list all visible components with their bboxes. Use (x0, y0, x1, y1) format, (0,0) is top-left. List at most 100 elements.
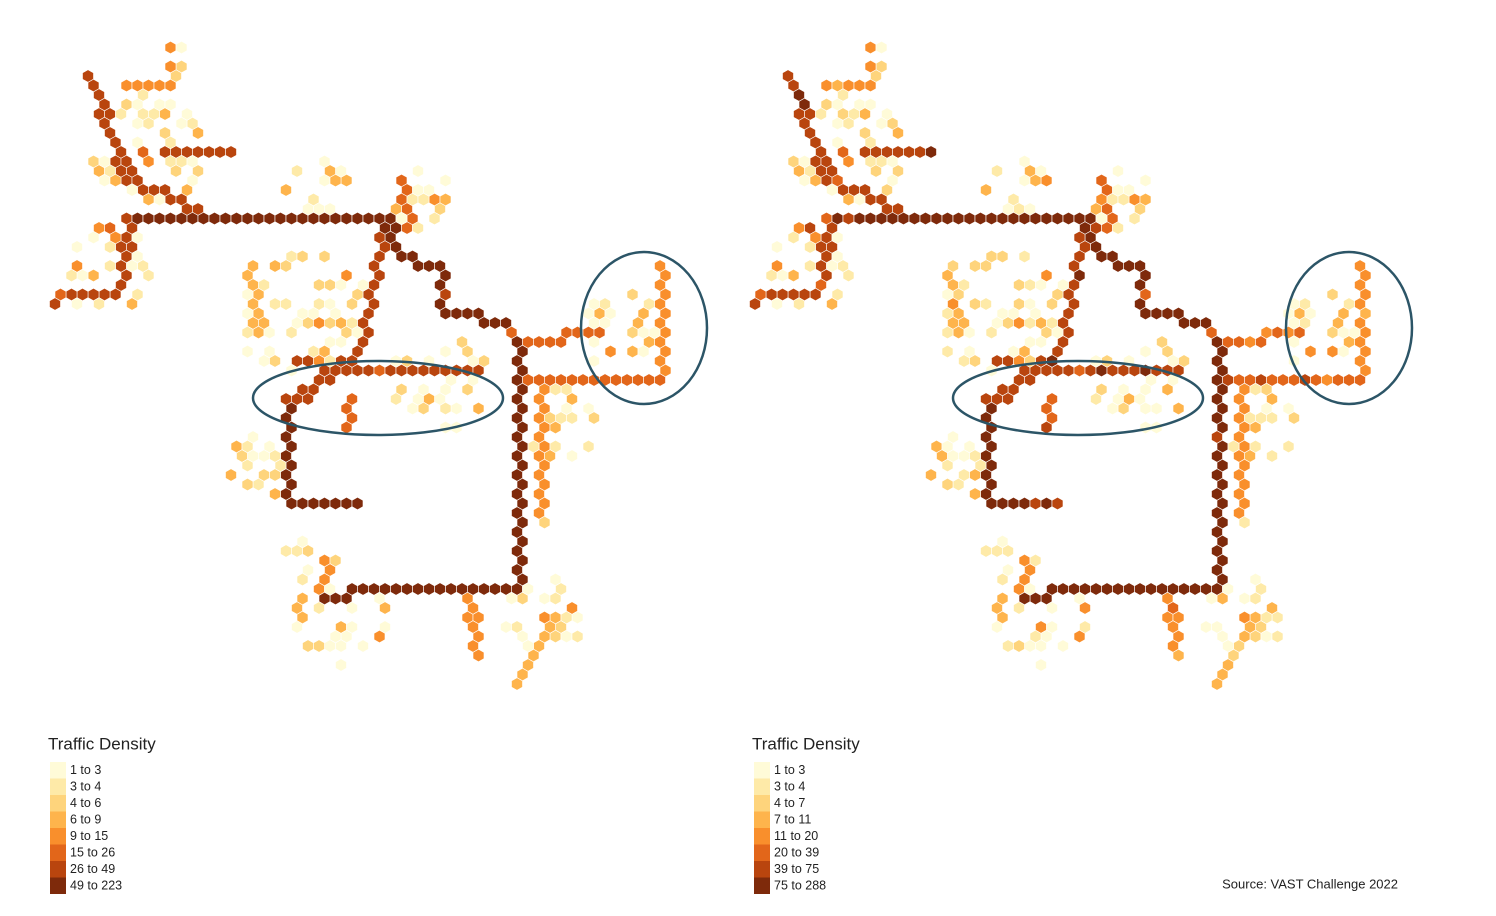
hex-cell (1222, 639, 1234, 653)
hex-cell (1007, 496, 1020, 511)
hex-cell (153, 78, 166, 93)
hex-cell (472, 401, 485, 416)
hex-cell (566, 449, 578, 463)
hex-cell (643, 297, 655, 311)
hex-cell (1343, 373, 1355, 387)
hex-cell (864, 97, 877, 112)
hex-layer (49, 40, 1372, 691)
hex-cell (522, 639, 534, 653)
hex-cell (1013, 601, 1025, 615)
hex-cell (313, 316, 325, 330)
hex-cell (395, 211, 408, 226)
hex-cell (1013, 202, 1025, 216)
hex-cell (969, 449, 981, 463)
hex-cell (241, 477, 254, 492)
hex-cell (1128, 211, 1141, 226)
hex-cell (1233, 335, 1245, 349)
hex-cell (335, 164, 347, 178)
legend-swatch (50, 778, 66, 795)
hex-cell (269, 297, 281, 311)
hex-cell (1150, 401, 1163, 416)
hex-cell (1029, 496, 1042, 511)
hex-cell (263, 211, 276, 226)
hex-cell (1123, 259, 1135, 273)
hex-cell (280, 297, 292, 311)
hex-cell (853, 78, 866, 93)
hex-cell (864, 40, 877, 55)
hex-cell (203, 145, 215, 159)
hex-cell (1200, 620, 1212, 634)
hex-cell (941, 325, 954, 340)
hex-cell (269, 354, 281, 368)
hex-cell (842, 192, 855, 207)
legend-swatch (754, 844, 770, 861)
hex-cell (604, 344, 617, 359)
hex-cell (87, 268, 100, 283)
hex-cell (941, 306, 954, 321)
hex-cell (533, 335, 545, 349)
hex-cell (1139, 173, 1152, 188)
hex-cell (175, 116, 188, 131)
hex-cell (247, 449, 259, 463)
legend-label: 75 to 288 (774, 878, 826, 892)
hex-cell (109, 230, 122, 245)
hex-cell (925, 468, 937, 482)
hex-cell (335, 658, 347, 672)
hex-cell (853, 211, 866, 226)
legend-label: 9 to 15 (70, 829, 108, 843)
hex-cell (186, 154, 199, 169)
legend-swatch (754, 828, 770, 845)
hex-cell (1277, 373, 1289, 387)
hex-cell (1024, 297, 1036, 311)
hex-cell (544, 449, 556, 463)
hex-cell (1288, 373, 1300, 387)
hex-cell (886, 154, 899, 169)
hex-cell (269, 449, 281, 463)
hex-cell (837, 88, 849, 102)
hex-cell (626, 287, 639, 302)
hex-cell (566, 411, 578, 425)
source: Source: VAST Challenge 2022 (1222, 876, 1398, 891)
hex-cell (1139, 344, 1152, 359)
hex-cell (969, 487, 981, 501)
hex-cell (1035, 278, 1047, 292)
hex-cell (1211, 677, 1223, 691)
hex-cell (346, 297, 358, 311)
hex-cell (87, 154, 100, 169)
hex-cell (538, 515, 551, 530)
hex-cell (329, 496, 342, 511)
hex-cell (439, 173, 452, 188)
hex-cell (318, 249, 331, 264)
hex-cell (296, 572, 309, 587)
hex-cell (886, 173, 899, 188)
hex-cell (511, 677, 523, 691)
hex-cell (269, 487, 281, 501)
hex-cell (853, 192, 866, 207)
hex-cell (1062, 211, 1075, 226)
hex-cell (588, 316, 600, 330)
hex-cell (313, 202, 325, 216)
hex-cell (1189, 582, 1201, 596)
hex-cell (115, 107, 127, 121)
hex-cell (1079, 601, 1091, 615)
hex-cell (1035, 164, 1047, 178)
hex-cell (93, 297, 105, 311)
hex-cell (1172, 648, 1185, 663)
hex-cell (610, 373, 622, 387)
hex-cell (335, 278, 347, 292)
hex-cell (186, 173, 199, 188)
legend-swatch (50, 762, 66, 779)
hex-cell (820, 78, 833, 93)
hex-cell (1343, 297, 1355, 311)
hex-cell (1134, 582, 1146, 596)
highlight-rings (251, 250, 1414, 437)
hex-cell (379, 601, 391, 615)
legend-swatch (754, 762, 770, 779)
legend-label: 1 to 3 (774, 763, 805, 777)
hex-cell (1139, 192, 1152, 207)
hex-cell (1244, 335, 1256, 349)
hex-cell (241, 325, 254, 340)
hex-cell (164, 59, 177, 74)
hex-cell (313, 278, 325, 292)
hex-cell (1172, 401, 1185, 416)
